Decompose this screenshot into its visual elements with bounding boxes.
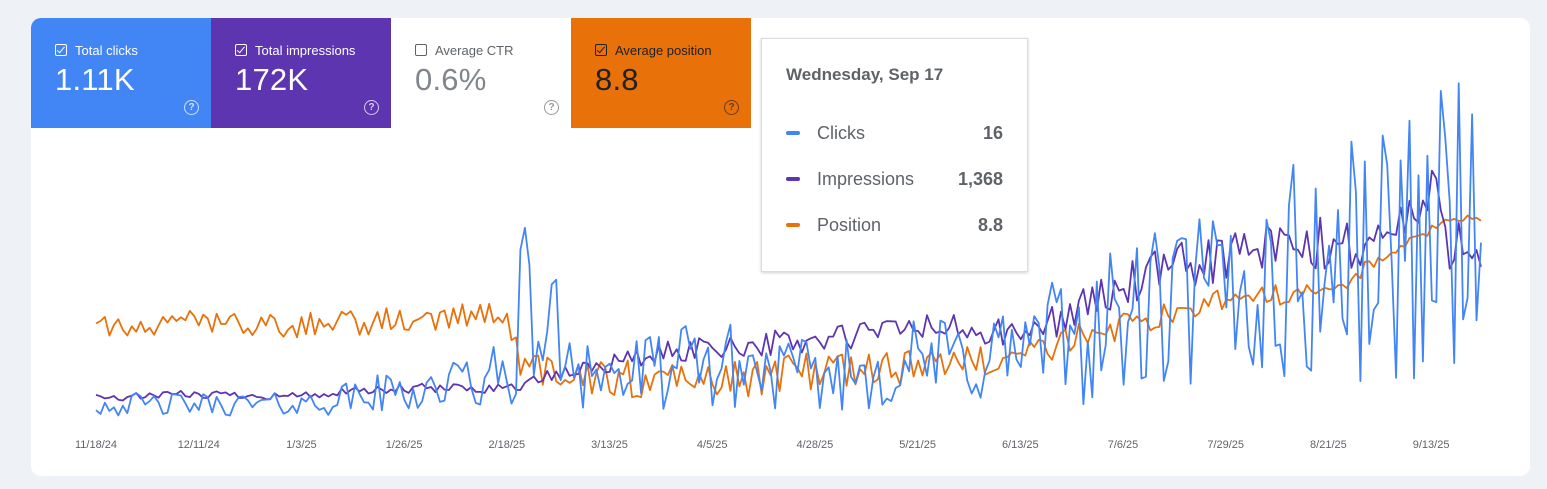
metric-average-position[interactable]: Average position 8.8 ? bbox=[571, 18, 751, 128]
chart-tooltip: Wednesday, Sep 17 Clicks 16 Impressions … bbox=[761, 38, 1028, 272]
x-tick-label: 4/5/25 bbox=[697, 439, 728, 451]
tooltip-series-name: Clicks bbox=[817, 122, 865, 143]
checkbox-checked-icon[interactable] bbox=[55, 44, 67, 56]
tooltip-series-value: 1,368 bbox=[957, 168, 1003, 189]
checkbox-unchecked-icon[interactable] bbox=[415, 44, 427, 56]
x-tick-label: 3/13/25 bbox=[591, 439, 628, 451]
metric-average-ctr[interactable]: Average CTR 0.6% ? bbox=[391, 18, 571, 128]
x-tick-label: 2/18/25 bbox=[488, 439, 525, 451]
help-icon[interactable]: ? bbox=[364, 100, 379, 115]
tooltip-series-name: Position bbox=[817, 214, 882, 235]
tooltip-row-position: Position 8.8 bbox=[786, 199, 1003, 251]
metric-value: 0.6% bbox=[415, 62, 487, 97]
checkbox-checked-icon[interactable] bbox=[595, 44, 607, 56]
help-icon[interactable]: ? bbox=[184, 100, 199, 115]
legend-swatch-impressions bbox=[786, 177, 800, 181]
x-tick-label: 4/28/25 bbox=[797, 439, 834, 451]
checkbox-checked-icon[interactable] bbox=[235, 44, 247, 56]
tooltip-series-value: 8.8 bbox=[977, 214, 1003, 235]
x-tick-label: 1/3/25 bbox=[286, 439, 317, 451]
x-tick-label: 6/13/25 bbox=[1002, 439, 1039, 451]
metric-label-row: Total clicks bbox=[55, 42, 211, 58]
metric-label: Average CTR bbox=[435, 42, 514, 58]
metric-label: Total impressions bbox=[255, 42, 356, 58]
tooltip-row-impressions: Impressions 1,368 bbox=[786, 153, 1003, 205]
tooltip-date: Wednesday, Sep 17 bbox=[786, 65, 944, 84]
x-tick-label: 8/21/25 bbox=[1310, 439, 1347, 451]
metric-label: Average position bbox=[615, 42, 712, 58]
x-tick-label: 12/11/24 bbox=[178, 439, 220, 451]
metric-label-row: Average CTR bbox=[415, 42, 571, 58]
x-tick-label: 7/6/25 bbox=[1108, 439, 1139, 451]
x-tick-label: 9/13/25 bbox=[1413, 439, 1450, 451]
metric-total-impressions[interactable]: Total impressions 172K ? bbox=[211, 18, 391, 128]
tooltip-row-clicks: Clicks 16 bbox=[786, 107, 1003, 159]
metric-value: 8.8 bbox=[595, 62, 639, 97]
metric-value: 1.11K bbox=[55, 62, 135, 97]
legend-swatch-clicks bbox=[786, 131, 800, 135]
help-icon[interactable]: ? bbox=[544, 100, 559, 115]
metric-value: 172K bbox=[235, 62, 309, 97]
metric-total-clicks[interactable]: Total clicks 1.11K ? bbox=[31, 18, 211, 128]
series-line-clicks bbox=[95, 82, 1482, 417]
performance-card: Total clicks 1.11K ? Total impressions 1… bbox=[31, 18, 1530, 476]
performance-chart[interactable]: 11/18/24 12/11/24 1/3/25 1/26/25 2/18/25 3/13… bbox=[31, 18, 1530, 476]
metric-label-row: Average position bbox=[595, 42, 751, 58]
metric-label-row: Total impressions bbox=[235, 42, 391, 58]
x-tick-label: 5/21/25 bbox=[899, 439, 936, 451]
x-tick-label: 7/29/25 bbox=[1207, 439, 1244, 451]
series-line-position bbox=[95, 214, 1482, 399]
metric-label: Total clicks bbox=[75, 42, 138, 58]
tooltip-series-name: Impressions bbox=[817, 168, 915, 189]
tooltip-series-value: 16 bbox=[982, 122, 1003, 143]
series-line-impressions bbox=[95, 169, 1482, 402]
x-tick-label: 11/18/24 bbox=[75, 439, 117, 451]
help-icon[interactable]: ? bbox=[724, 100, 739, 115]
legend-swatch-position bbox=[786, 223, 800, 227]
x-tick-label: 1/26/25 bbox=[386, 439, 423, 451]
